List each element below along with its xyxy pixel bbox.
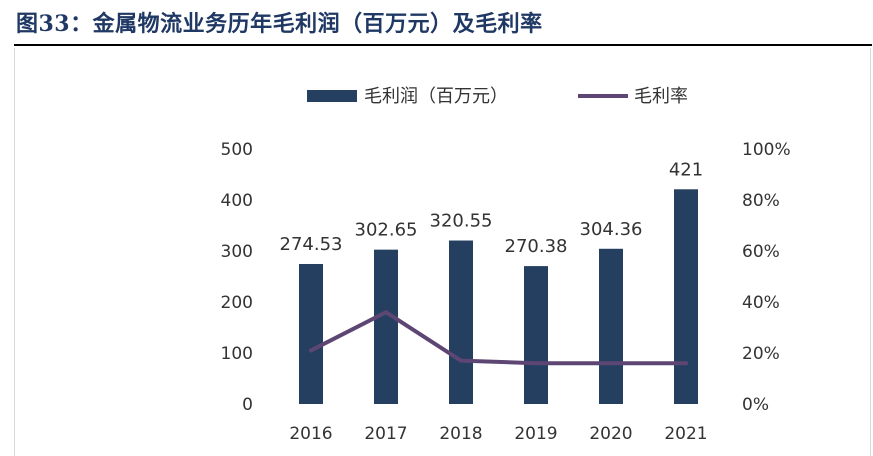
y-right-tick-label: 0% (742, 395, 769, 415)
bar (674, 189, 698, 404)
x-tick-label: 2019 (514, 424, 557, 444)
y-right-tick-label: 40% (742, 293, 780, 313)
x-tick-label: 2021 (664, 424, 707, 444)
bar-data-label: 302.65 (355, 220, 418, 241)
x-tick-label: 2020 (589, 424, 632, 444)
y-right-tick-label: 80% (742, 191, 780, 211)
bar (599, 248, 623, 404)
figure-title: 图33：金属物流业务历年毛利润（百万元）及毛利率 (16, 11, 543, 37)
y-right-tick-label: 100% (742, 140, 791, 160)
y-left-tick-label: 300 (221, 242, 253, 262)
legend-bar-swatch (307, 90, 357, 102)
bar (374, 249, 398, 404)
bar (449, 240, 473, 404)
y-right-tick-label: 60% (742, 242, 780, 262)
x-tick-label: 2016 (289, 424, 332, 444)
bar-data-label: 270.38 (505, 236, 568, 257)
x-tick-label: 2017 (364, 424, 407, 444)
x-tick-label: 2018 (439, 424, 482, 444)
chart-panel (14, 48, 871, 456)
y-left-tick-label: 100 (221, 344, 253, 364)
line-series-margin (309, 310, 688, 366)
y-left-tick-label: 500 (221, 140, 253, 160)
bar-data-label: 274.53 (280, 234, 343, 255)
y-left-tick-label: 200 (221, 293, 253, 313)
bar (299, 263, 323, 404)
title-rule (14, 44, 872, 46)
y-right-tick-label: 20% (742, 344, 780, 364)
y-left-tick-label: 400 (221, 191, 253, 211)
bar-data-label: 421 (669, 159, 703, 180)
bar-data-label: 320.55 (430, 211, 493, 232)
y-left-tick-label: 0 (242, 395, 253, 415)
bar (524, 266, 548, 404)
bar-data-label: 304.36 (580, 219, 643, 240)
legend-line-label: 毛利率 (634, 86, 688, 107)
legend-bar-label: 毛利润（百万元） (364, 86, 508, 107)
